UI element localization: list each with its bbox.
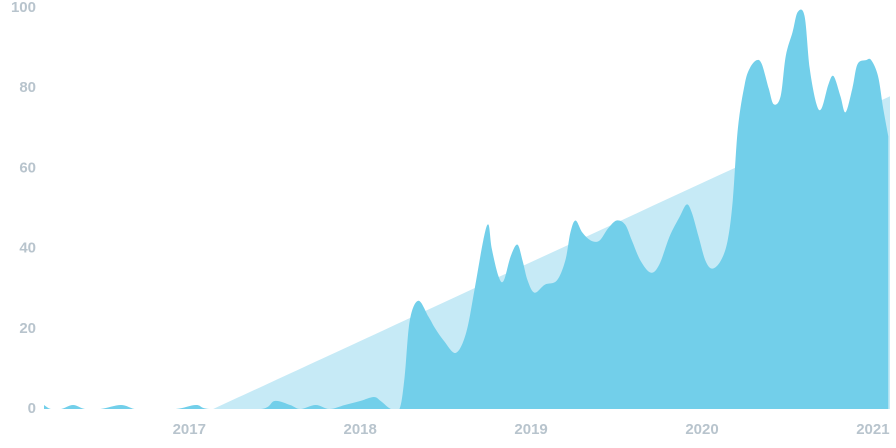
y-tick-label: 80: [19, 79, 36, 96]
y-tick-label: 60: [19, 159, 36, 176]
y-tick-label: 20: [19, 320, 36, 337]
y-tick-label: 100: [11, 0, 36, 16]
x-tick-label: 2019: [514, 421, 547, 438]
x-tick-label: 2018: [343, 421, 376, 438]
x-tick-label: 2020: [685, 421, 718, 438]
area: [44, 9, 889, 409]
x-tick-label: 2021: [856, 421, 889, 438]
y-tick-label: 0: [28, 400, 36, 417]
x-tick-label: 2017: [173, 421, 206, 438]
y-tick-label: 40: [19, 240, 36, 257]
